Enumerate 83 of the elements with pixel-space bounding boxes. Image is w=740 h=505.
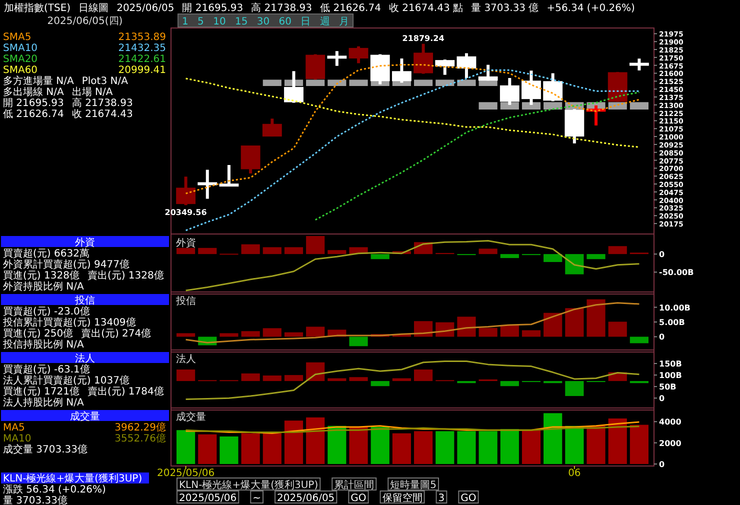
y-tick-label: 10.00B [659, 303, 690, 312]
text: 收 21674.43 點 [388, 2, 464, 14]
y-tick-label: 0 [659, 460, 665, 469]
text: 投信 [74, 294, 95, 306]
text: 開 21695.93 [182, 3, 244, 14]
text: MA10 [3, 434, 32, 444]
text: 出場 N/A [72, 86, 113, 98]
text: 高 21738.93 [251, 2, 312, 14]
text: 買賣超(元) -23.0億 [3, 306, 90, 318]
text: KLN-極光線+爆大量(獲利3UP) [179, 479, 318, 491]
text: 2025/06/05 [116, 3, 174, 14]
y-tick-label: 5.00B [659, 318, 685, 327]
text: 買進(元) 250億 [3, 328, 74, 340]
chart-subtitle: 法人 [176, 353, 196, 365]
text: 收 21674.43 [72, 109, 133, 120]
text: 量 3703.33 億 [471, 2, 539, 14]
text: 短時量圖5 [390, 479, 436, 491]
y-tick-label: 100B [659, 371, 682, 380]
text: 賣出(元) 1328億 [87, 270, 164, 282]
text: 1 5 10 15 30 60 日 週 月 [182, 16, 350, 28]
text: 20999.41 [118, 65, 166, 76]
text: 加權指數(TSE) [4, 2, 71, 14]
text: Plot3 N/A [82, 76, 128, 87]
text: 3552.76億 [114, 432, 166, 444]
text: 2025/06/05(四) [47, 16, 123, 27]
chart-subtitle: 投信 [175, 295, 196, 307]
text: 投信持股比例 N/A [2, 338, 84, 350]
text: 外資 [75, 236, 95, 248]
text: 2025/06/05 [277, 493, 335, 504]
text: MA5 [3, 422, 25, 434]
text: 買賣超(元) -63.1億 [3, 364, 90, 376]
text: 法人持股比例 N/A [3, 396, 84, 408]
y-tick-label: 0 [659, 332, 665, 342]
text: 買進(元) 1721億 [3, 386, 80, 398]
text: 多出場線 N/A [3, 86, 64, 98]
text: 成交量 [70, 410, 100, 422]
text: SMA10 [3, 43, 38, 54]
text: 賣出(元) 274億 [81, 328, 152, 340]
y-tick-label: -50.00B [659, 268, 694, 278]
text: 日線圖 [78, 3, 109, 14]
text: 量 3703.33億 [3, 494, 68, 505]
text: 漲跌 56.34 (+0.26%) [3, 484, 106, 496]
text: 累計區間 [334, 479, 374, 491]
text: 投信累計買賣超(元) 13409億 [2, 316, 136, 328]
text: SMA5 [3, 32, 32, 43]
y-tick-label: 4000 [659, 418, 682, 427]
text: 外資累計買賣超(元) 9477億 [3, 258, 130, 270]
y-tick-label: 50B [659, 382, 676, 392]
text: 外資持股比例 N/A [3, 280, 84, 292]
y-tick-label: 2000 [659, 438, 682, 448]
text: 高 21738.93 [72, 97, 133, 109]
x-tick-label: 06 [568, 468, 581, 479]
text: 21353.89 [118, 32, 166, 43]
text: ~ [252, 493, 262, 504]
y-tick-label: 0 [659, 394, 665, 404]
text: 法人累計買賣超(元) 1037億 [3, 374, 130, 386]
text: 21432.35 [118, 43, 166, 54]
chart-subtitle: 成交量 [176, 411, 206, 423]
text: GO [350, 493, 366, 504]
text: 買賣超(元) 6632萬 [3, 248, 90, 260]
annotation: 21879.24 [402, 34, 445, 43]
text: 開 21695.93 [3, 98, 64, 109]
text: +56.34 (+0.26%) [546, 3, 635, 14]
text: 多方進場量 N/A [3, 75, 74, 87]
text: GO [460, 493, 476, 504]
text: 成交量 3703.33億 [3, 444, 88, 456]
chart-subtitle: 外資 [176, 237, 196, 249]
text: KLN-極光線+爆大量(獲利3UP) [3, 472, 142, 484]
text: SMA60 [3, 65, 38, 76]
text: 21422.61 [118, 54, 166, 65]
text: 3962.29億 [114, 422, 166, 434]
text: SMA20 [3, 54, 38, 65]
text: 法人 [75, 352, 95, 364]
y-tick-label: 0 [659, 250, 665, 260]
text: 買進(元) 1328億 [3, 270, 80, 282]
text: 2025/05/06 [179, 493, 237, 504]
text: 賣出(元) 1784億 [87, 386, 164, 398]
text: 3 [438, 493, 445, 504]
annotation: 20349.56 [164, 208, 208, 218]
text: 低 21626.74 [3, 109, 64, 120]
y-tick-label: 150B [659, 360, 682, 369]
text: 保留空間 [382, 492, 422, 504]
text: 低 21626.74 [320, 3, 381, 14]
